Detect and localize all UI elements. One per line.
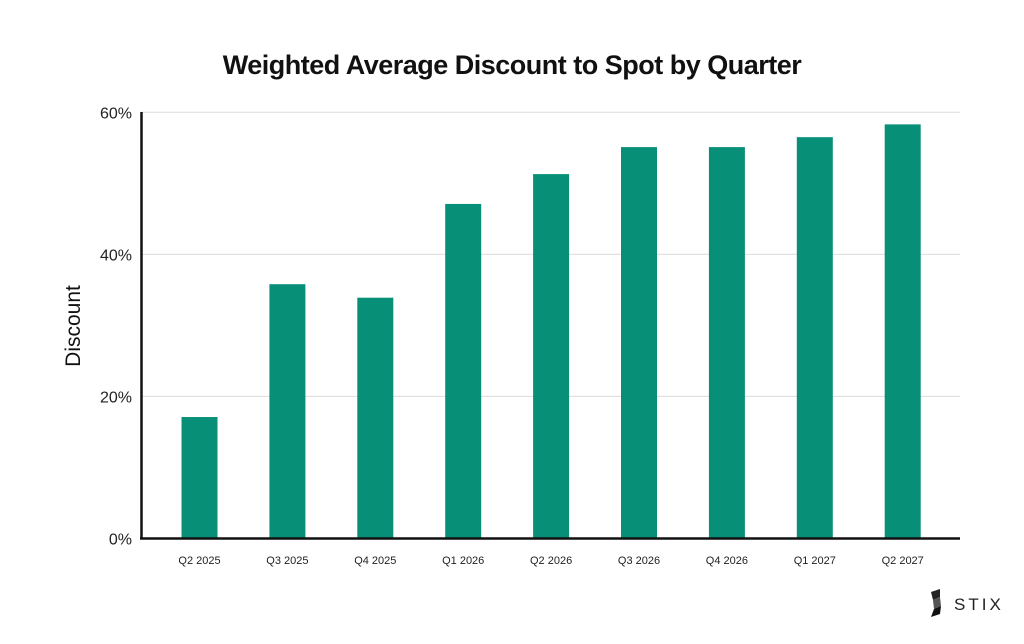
x-tick-label: Q1 2026 — [442, 555, 484, 567]
y-tick-label: 20% — [100, 389, 132, 406]
bar — [796, 137, 833, 539]
x-tick-label: Q2 2026 — [530, 555, 572, 567]
x-tick-label: Q4 2026 — [706, 555, 748, 567]
bar — [708, 147, 745, 539]
logo-text: STIX — [954, 595, 1004, 614]
y-axis-label: Discount — [62, 285, 85, 367]
bar — [884, 124, 921, 539]
bar — [533, 174, 570, 539]
bar — [269, 284, 306, 539]
y-tick-label: 40% — [100, 247, 132, 264]
stix-logo: STIX — [931, 589, 1004, 617]
x-tick-label: Q3 2025 — [266, 555, 308, 567]
x-tick-label: Q2 2027 — [882, 555, 924, 567]
y-tick-label: 0% — [109, 532, 132, 549]
x-tick-label: Q4 2025 — [354, 555, 396, 567]
bar — [445, 203, 482, 539]
y-tick-label: 60% — [100, 105, 132, 122]
bar — [181, 417, 218, 539]
x-tick-label: Q1 2027 — [794, 555, 836, 567]
bar — [621, 147, 657, 539]
x-tick-label: Q2 2025 — [178, 555, 220, 567]
chart-title: Weighted Average Discount to Spot by Qua… — [223, 50, 803, 80]
bar — [357, 297, 394, 539]
x-tick-label: Q3 2026 — [618, 555, 660, 567]
stix-logo-icon — [931, 589, 941, 617]
